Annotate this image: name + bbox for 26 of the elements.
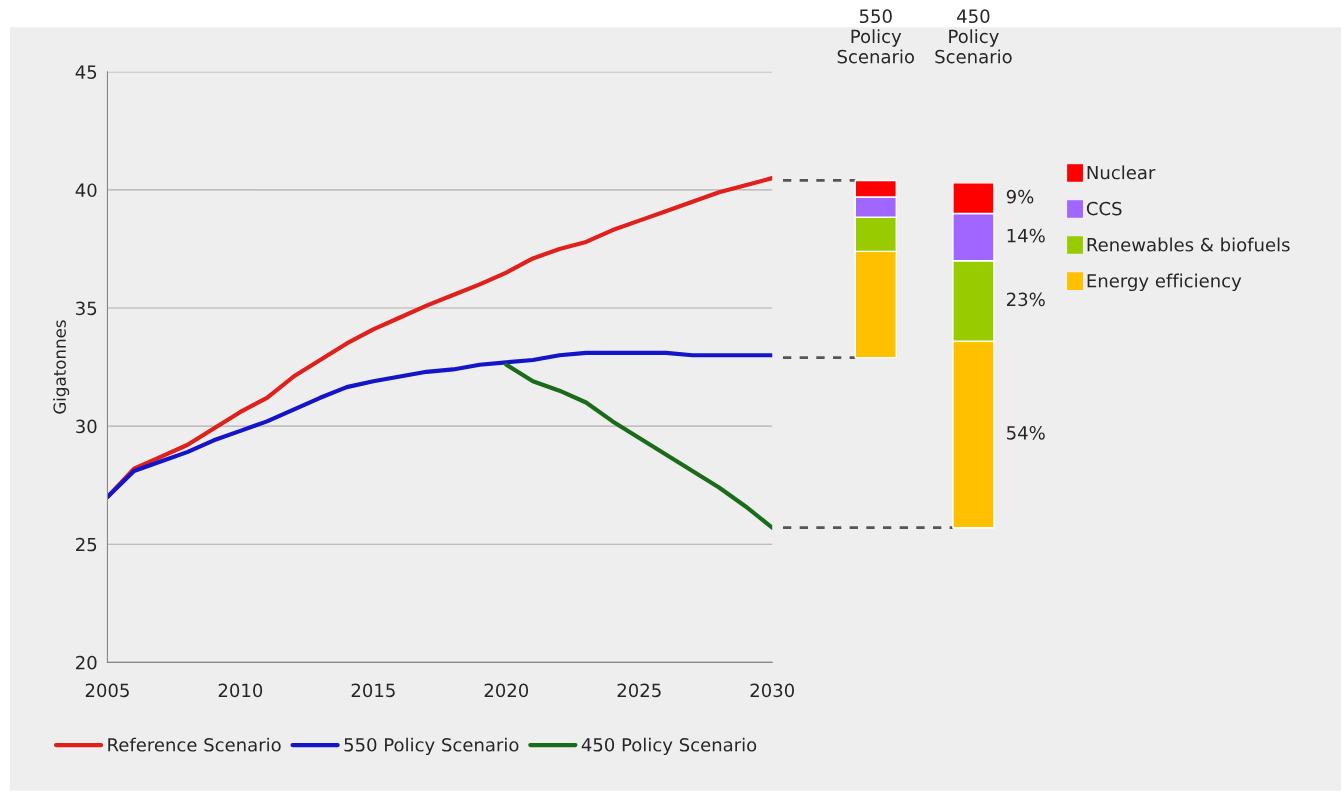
y-axis-title: Gigatonnes: [53, 320, 70, 414]
y-tick-label: 30: [76, 419, 97, 434]
legend-label: 450 Policy Scenario: [581, 737, 757, 756]
text: 23%: [1006, 292, 1045, 307]
y-tick-label: 35: [76, 301, 97, 316]
legend-label: Renewables & biofuels: [1087, 237, 1290, 252]
legend-label: CCS: [1086, 201, 1122, 216]
line-series: [504, 362, 773, 530]
x-tick-label: 2025: [617, 683, 661, 698]
y-tick-label: 40: [75, 183, 97, 198]
legend-label: Energy efficiency: [1087, 273, 1242, 292]
x-tick-label: 2020: [484, 683, 529, 698]
line-series: [107, 350, 773, 500]
x-tick-label: 2010: [218, 683, 263, 698]
x-tick-label: 2030: [750, 683, 794, 698]
legend-label: Nuclear: [1087, 165, 1156, 180]
legend-label: Reference Scenario: [108, 737, 281, 752]
text: 9%: [1006, 189, 1034, 204]
y-tick-label: 45: [75, 65, 97, 79]
text: 14%: [1007, 228, 1045, 243]
y-tick-label: 20: [76, 655, 97, 670]
y-tick-label: 25: [76, 537, 97, 552]
legend-label: 550 Policy Scenario: [344, 737, 519, 756]
text: 54%: [1007, 425, 1045, 440]
x-tick-label: 2005: [85, 683, 129, 698]
x-tick-label: 2015: [351, 683, 395, 698]
